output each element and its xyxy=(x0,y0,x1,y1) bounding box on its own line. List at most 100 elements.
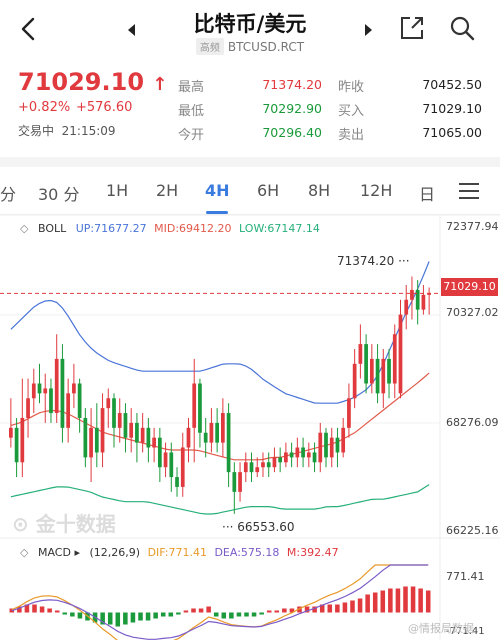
menu-icon[interactable] xyxy=(458,181,480,201)
candle-body xyxy=(146,427,151,448)
candle-body xyxy=(14,427,19,463)
macd-m: M:392.47 xyxy=(286,546,339,559)
current-price-tag: 71029.10 xyxy=(441,278,498,296)
tab-6h[interactable]: 6H xyxy=(257,181,280,200)
candle-body xyxy=(284,452,288,463)
candle-body xyxy=(221,413,225,443)
candle-body xyxy=(289,452,294,458)
prev-close-label: 昨收 xyxy=(338,80,365,95)
candle-body xyxy=(341,427,346,453)
macd-histogram-bar xyxy=(54,610,60,613)
macd-histogram-bar xyxy=(372,592,378,613)
settings-diamond-icon[interactable]: ◇ xyxy=(20,222,29,235)
candle-body xyxy=(89,427,93,458)
candle-body xyxy=(26,398,30,418)
macd-legend: ◇ MACD ▸ (12,26,9) DIF:771.41 DEA:575.18… xyxy=(20,546,339,559)
macd-name[interactable]: MACD xyxy=(37,546,71,559)
tab-1h[interactable]: 1H xyxy=(106,181,129,200)
candle-body xyxy=(192,383,197,428)
macd-histogram-bar xyxy=(236,612,242,617)
macd-histogram-bar xyxy=(17,606,22,613)
candle-body xyxy=(255,467,260,473)
boll-upper-value: UP:71677.27 xyxy=(75,222,147,235)
macd-dea-line xyxy=(11,564,429,640)
top-bar: 比特币/美元 高频 BTCUSD.RCT xyxy=(0,0,500,60)
low-annotation: ··· 66553.60 xyxy=(222,520,295,534)
active-tab-indicator xyxy=(206,211,228,214)
boll-mid-value: MID:69412.20 xyxy=(154,222,232,235)
candle-body xyxy=(37,383,42,394)
candle-body xyxy=(243,462,248,473)
candle-body xyxy=(77,383,82,418)
candle-body xyxy=(427,293,431,295)
macd-histogram-bar xyxy=(47,608,52,613)
macd-histogram-bar xyxy=(115,612,121,627)
ask-value: 71065.00 xyxy=(422,125,482,140)
candle-body xyxy=(209,422,214,443)
macd-dea: DEA:575.18 xyxy=(214,546,280,559)
macd-histogram-bar xyxy=(221,612,227,619)
candle-body xyxy=(261,462,265,468)
tab-30min[interactable]: 30 分 xyxy=(38,185,80,204)
high-annotation: 71374.20 ··· xyxy=(337,254,410,268)
settings-diamond-icon[interactable]: ◇ xyxy=(20,546,29,559)
macd-histogram-bar xyxy=(153,612,158,619)
change-amount: +576.60 xyxy=(76,100,133,115)
candle-body xyxy=(421,294,426,310)
candle-body xyxy=(392,334,397,384)
low-label: 最低 xyxy=(178,104,205,119)
macd-histogram-bar xyxy=(304,606,310,613)
candle-body xyxy=(335,437,340,453)
search-icon[interactable] xyxy=(448,14,476,42)
back-arrow-icon[interactable] xyxy=(14,14,44,44)
candle-body xyxy=(152,437,156,448)
candle-body xyxy=(238,472,242,492)
share-icon[interactable] xyxy=(398,14,426,42)
tab-8h[interactable]: 8H xyxy=(308,181,331,200)
candle-body xyxy=(163,452,168,468)
boll-legend: ◇ BOLL UP:71677.27 MID:69412.20 LOW:6714… xyxy=(20,222,320,235)
macd-histogram-bar xyxy=(425,590,431,613)
macd-histogram-bar xyxy=(357,598,363,613)
candle-body xyxy=(112,398,116,428)
candle-body xyxy=(301,447,305,458)
tab-day[interactable]: 日 xyxy=(419,185,436,204)
macd-histogram-bar xyxy=(206,606,211,613)
bid-value: 71029.10 xyxy=(422,101,482,116)
macd-histogram-bar xyxy=(244,612,249,617)
tab-2h[interactable]: 2H xyxy=(156,181,179,200)
candle-body xyxy=(100,408,105,453)
macd-histogram-bar xyxy=(123,612,128,625)
macd-histogram-bar xyxy=(229,612,234,619)
tab-12h[interactable]: 12H xyxy=(360,181,393,200)
tab-minute[interactable]: 分 xyxy=(0,185,17,204)
candle-body xyxy=(375,358,380,394)
macd-histogram-bar xyxy=(198,608,204,613)
macd-histogram-bar xyxy=(160,612,166,617)
macd-axis-bottom: -771.41 xyxy=(446,626,485,637)
candle-body xyxy=(312,452,317,463)
candle-body xyxy=(72,383,76,394)
section-divider xyxy=(0,157,500,167)
candle-body xyxy=(410,289,414,300)
previous-symbol-icon[interactable] xyxy=(126,22,138,38)
candle-body xyxy=(232,472,237,492)
next-symbol-icon[interactable] xyxy=(362,22,374,38)
candle-body xyxy=(140,427,145,443)
macd-histogram-bar xyxy=(213,612,219,617)
macd-histogram-bar xyxy=(32,604,37,613)
macd-histogram-bar xyxy=(274,610,280,613)
macd-histogram-bar xyxy=(107,612,113,625)
candle-body xyxy=(54,358,59,414)
high-annotation-value: 71374.20 xyxy=(337,254,395,268)
dropdown-caret-icon[interactable]: ▸ xyxy=(74,546,80,559)
macd-histogram-bar xyxy=(39,606,45,613)
macd-histogram-bar xyxy=(418,588,423,613)
price-axis-label: 66225.16 xyxy=(446,524,499,537)
bid-label: 买入 xyxy=(338,104,365,119)
candle-body xyxy=(94,427,99,453)
macd-histogram-bar xyxy=(297,606,302,613)
tab-4h[interactable]: 4H xyxy=(205,181,230,200)
page-title: 比特币/美元 xyxy=(193,12,307,36)
